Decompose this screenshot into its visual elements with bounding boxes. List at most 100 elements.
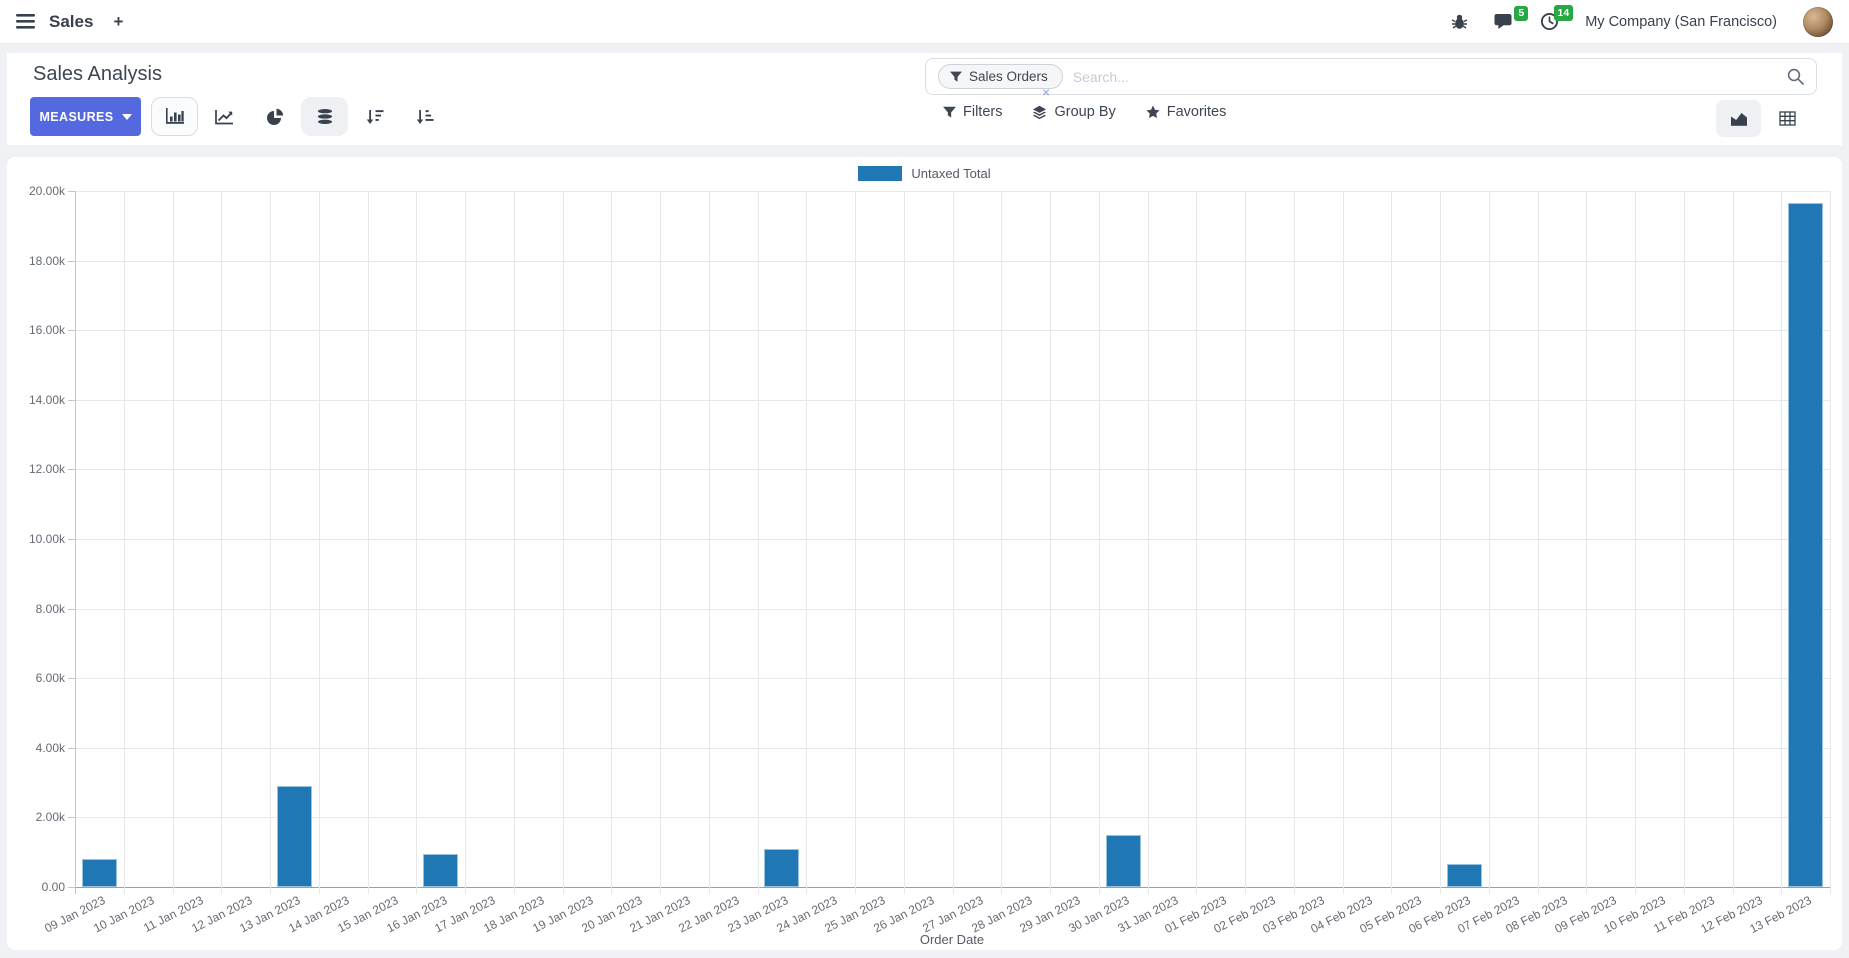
company-switcher[interactable]: My Company (San Francisco): [1585, 13, 1777, 30]
y-tick-label: 10.00k: [28, 532, 65, 546]
messages-icon[interactable]: 5: [1494, 5, 1529, 31]
layers-icon: [1033, 105, 1047, 119]
stack-icon: [316, 108, 333, 125]
v-gridline: [1537, 191, 1539, 894]
navbar-left: Sales +: [16, 12, 123, 32]
y-tick-label: 4.00k: [35, 740, 65, 755]
v-gridline: [1683, 191, 1685, 894]
search-facet-label: Sales Orders: [969, 69, 1048, 84]
v-gridline: [708, 191, 710, 894]
v-gridline: [1488, 191, 1490, 894]
y-tick: [68, 469, 75, 471]
legend-label: Untaxed Total: [911, 166, 991, 181]
search-options-row: Filters Group By Favorites: [943, 104, 1226, 120]
v-gridline: [1050, 191, 1051, 894]
favorites-label: Favorites: [1166, 104, 1227, 120]
v-gridline: [806, 191, 808, 894]
area-chart-icon: [1730, 113, 1747, 126]
filter-funnel-icon: [943, 106, 956, 118]
control-panel: Sales Analysis MEASURES: [7, 53, 1842, 145]
y-tick: [68, 608, 75, 610]
sort-descending-icon: [366, 109, 383, 124]
navbar-right: 5 14 My Company (San Francisco): [1451, 5, 1833, 37]
search-input[interactable]: Search...: [1072, 68, 1129, 85]
group-by-button[interactable]: Group By: [1032, 104, 1116, 120]
app-name[interactable]: Sales: [49, 11, 94, 31]
v-gridline: [465, 191, 466, 894]
v-gridline: [1440, 191, 1441, 894]
search-bar[interactable]: Sales Orders Search... ×: [925, 58, 1817, 99]
measures-label: MEASURES: [39, 109, 114, 124]
y-tick: [68, 817, 75, 819]
search-icon[interactable]: [1787, 68, 1804, 85]
bar[interactable]: [1105, 834, 1141, 887]
search-facet-sales-orders[interactable]: Sales Orders: [938, 64, 1063, 89]
graph-view-button[interactable]: [1716, 100, 1761, 137]
v-gridline: [660, 191, 661, 894]
sort-ascending-button[interactable]: [401, 97, 448, 136]
y-tick: [68, 678, 75, 680]
v-gridline: [1781, 191, 1783, 894]
y-axis-line: [75, 191, 76, 894]
v-gridline: [1001, 191, 1003, 894]
filters-label: Filters: [963, 104, 1003, 120]
y-tick-label: 20.00k: [28, 184, 65, 198]
favorites-button[interactable]: Favorites: [1146, 104, 1227, 120]
line-chart-mode-button[interactable]: [201, 97, 248, 136]
sort-descending-button[interactable]: [351, 97, 398, 136]
x-axis-title: Order Date: [919, 932, 985, 947]
v-gridline: [221, 191, 223, 894]
new-window-button[interactable]: +: [113, 11, 124, 31]
facet-remove-button[interactable]: ×: [1042, 84, 1051, 100]
pivot-table-icon: [1779, 111, 1796, 126]
v-gridline: [1391, 191, 1393, 894]
chart-card: Untaxed Total 0.00 2.00k 4.00k 6.00k 8.00k 10…: [7, 157, 1842, 950]
y-tick: [68, 330, 75, 332]
filters-button[interactable]: Filters: [943, 104, 1002, 120]
chevron-down-icon: [121, 113, 132, 120]
y-tick-label: 8.00k: [35, 601, 65, 616]
v-gridline: [318, 191, 320, 894]
user-avatar[interactable]: [1803, 6, 1833, 37]
v-gridline: [1586, 191, 1588, 894]
activities-clock-icon[interactable]: 14: [1540, 5, 1574, 31]
star-icon: [1146, 105, 1160, 119]
filter-funnel-icon: [950, 71, 962, 82]
bar[interactable]: [764, 848, 800, 887]
v-gridline: [270, 191, 271, 894]
pivot-view-button[interactable]: [1765, 100, 1810, 137]
group-by-label: Group By: [1054, 104, 1116, 120]
bar[interactable]: [423, 853, 459, 887]
bar[interactable]: [1446, 864, 1482, 887]
line-chart-icon: [215, 110, 233, 125]
v-gridline: [757, 191, 759, 894]
bar-chart-icon: [165, 108, 184, 124]
activities-badge: 14: [1553, 5, 1574, 21]
bar[interactable]: [81, 859, 117, 887]
bar[interactable]: [276, 786, 312, 887]
y-tick-label: 12.00k: [28, 462, 65, 477]
y-tick: [68, 747, 75, 749]
v-gridline: [952, 191, 954, 894]
y-tick-label: 14.00k: [28, 392, 65, 407]
pie-chart-mode-button[interactable]: [251, 97, 298, 136]
v-gridline: [172, 191, 174, 894]
y-tick: [68, 191, 75, 192]
pie-chart-icon: [266, 108, 283, 125]
v-gridline: [1147, 191, 1149, 894]
v-gridline: [1830, 191, 1831, 894]
v-gridline: [123, 191, 125, 894]
v-gridline: [1635, 191, 1636, 894]
chart-legend[interactable]: Untaxed Total: [7, 166, 1842, 181]
measures-button[interactable]: MEASURES: [30, 97, 141, 136]
stacked-toggle-button[interactable]: [301, 97, 348, 136]
bug-icon[interactable]: [1451, 13, 1468, 30]
y-tick: [68, 539, 75, 540]
bar[interactable]: [1788, 203, 1824, 887]
y-tick-label: 6.00k: [35, 671, 65, 686]
bar-chart-mode-button[interactable]: [151, 97, 198, 136]
v-gridline: [1732, 191, 1734, 894]
plot-area: 0.00 2.00k 4.00k 6.00k 8.00k 10.00k 12.00k 14.0…: [29, 184, 1831, 936]
v-gridline: [1245, 191, 1246, 894]
menu-icon[interactable]: [16, 14, 35, 29]
